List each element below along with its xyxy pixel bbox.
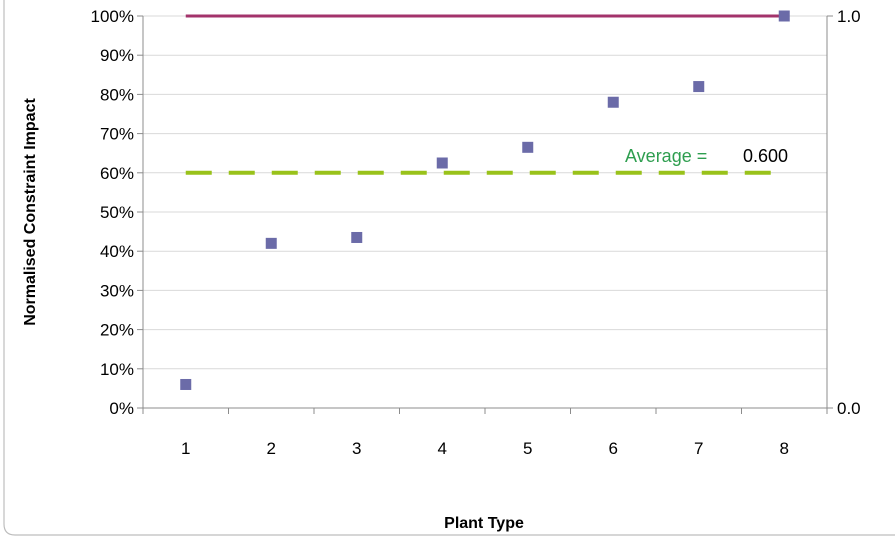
y-axis-label: Normalised Constraint Impact xyxy=(22,98,39,326)
reference-lines xyxy=(185,14,785,175)
y-tick-label: 20% xyxy=(100,321,134,340)
x-tick-label: 2 xyxy=(267,439,276,458)
y-tick-label: 90% xyxy=(100,46,134,65)
y-tick-label: 50% xyxy=(100,203,134,222)
data-point xyxy=(693,81,705,93)
x-tick-label: 7 xyxy=(694,439,703,458)
x-tick-label: 1 xyxy=(181,439,190,458)
average-value: 0.600 xyxy=(743,146,788,166)
data-point xyxy=(522,141,534,153)
chart-frame xyxy=(3,0,895,536)
y2-tick-label: 1.0 xyxy=(837,7,861,26)
x-tick-label: 3 xyxy=(352,439,361,458)
x-tick-label: 6 xyxy=(609,439,618,458)
data-points xyxy=(180,10,790,390)
y-tick-label: 40% xyxy=(100,242,134,261)
x-tick-label: 8 xyxy=(780,439,789,458)
data-point xyxy=(180,378,192,390)
average-label: Average = xyxy=(625,146,707,166)
y-tick-label: 30% xyxy=(100,281,134,300)
data-point xyxy=(351,231,363,243)
secondary-y-axis-ticks: 0.0 1.0 xyxy=(827,7,861,418)
data-point xyxy=(265,237,277,249)
data-point xyxy=(436,157,448,169)
y-tick-label: 70% xyxy=(100,125,134,144)
y-tick-label: 0% xyxy=(109,399,134,418)
x-axis-label: Plant Type xyxy=(444,515,524,532)
y-tick-label: 10% xyxy=(100,360,134,379)
y-axis-ticks: 0% 10% 20% 30% 40% 50% 60% 70% 80% 90% 100% xyxy=(91,7,143,418)
x-axis-ticks: 1 2 3 4 5 6 7 8 xyxy=(142,408,828,458)
y-tick-label: 60% xyxy=(100,164,134,183)
y-tick-label: 100% xyxy=(91,7,134,26)
data-point xyxy=(778,10,790,22)
y2-tick-label: 0.0 xyxy=(837,399,861,418)
x-tick-label: 4 xyxy=(438,439,447,458)
x-tick-label: 5 xyxy=(523,439,532,458)
gridlines xyxy=(143,15,827,370)
y-tick-label: 80% xyxy=(100,85,134,104)
data-point xyxy=(607,96,619,108)
